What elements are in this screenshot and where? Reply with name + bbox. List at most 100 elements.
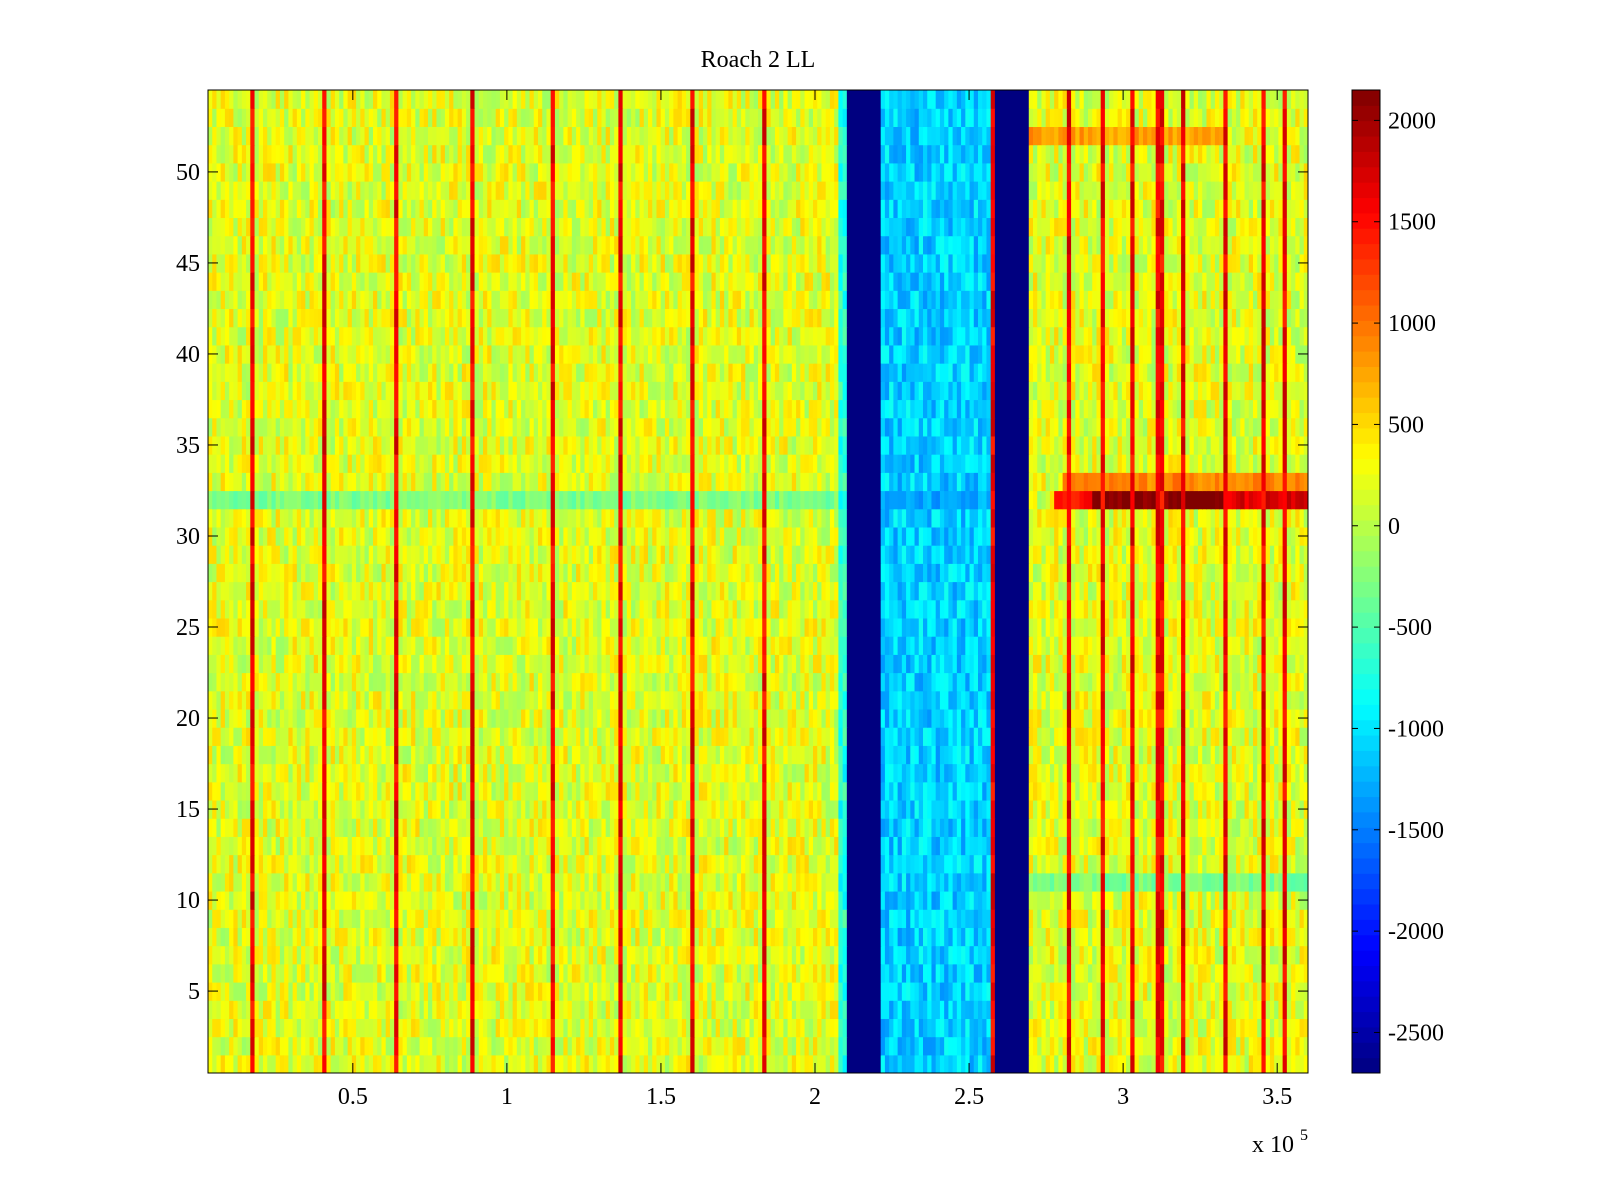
heatmap-cell xyxy=(787,763,793,783)
heatmap-cell xyxy=(597,872,603,892)
heatmap-cell xyxy=(542,854,548,874)
heatmap-cell xyxy=(821,872,827,892)
heatmap-cell xyxy=(1214,818,1220,837)
heatmap-cell xyxy=(212,727,218,746)
heatmap-cell xyxy=(986,963,992,983)
heatmap-cell xyxy=(1189,781,1195,801)
heatmap-cell xyxy=(884,1036,890,1056)
heatmap-cell xyxy=(385,799,391,819)
heatmap-cell xyxy=(220,981,226,1001)
heatmap-cell xyxy=(918,781,924,801)
heatmap-cell xyxy=(360,909,366,928)
heatmap-cell xyxy=(990,727,996,746)
heatmap-cell xyxy=(804,909,810,928)
heatmap-cell xyxy=(495,727,501,746)
heatmap-cell xyxy=(1020,818,1026,837)
heatmap-cell xyxy=(829,963,835,983)
heatmap-cell xyxy=(1100,963,1106,983)
heatmap-cell xyxy=(1291,727,1296,746)
heatmap-cell xyxy=(389,745,395,765)
heatmap-cell xyxy=(571,945,577,965)
heatmap-cell xyxy=(736,909,742,928)
heatmap-cell xyxy=(686,781,691,801)
heatmap-cell xyxy=(364,872,370,892)
heatmap-cell xyxy=(478,1000,484,1019)
heatmap-cell xyxy=(931,1000,937,1019)
heatmap-cell xyxy=(411,963,416,983)
heatmap-cell xyxy=(1045,1000,1051,1019)
heatmap-cell xyxy=(326,1036,332,1056)
heatmap-cell xyxy=(351,745,357,765)
heatmap-cell xyxy=(584,981,590,1001)
heatmap-cell xyxy=(1282,890,1288,910)
heatmap-cell xyxy=(774,1000,780,1019)
heatmap-cell xyxy=(415,927,421,947)
heatmap-cell xyxy=(884,945,890,965)
heatmap-cell xyxy=(635,854,641,874)
heatmap-cell xyxy=(483,1018,488,1038)
heatmap-cell xyxy=(1286,872,1292,892)
heatmap-cell xyxy=(1181,1054,1186,1073)
heatmap-cell xyxy=(554,1018,560,1038)
heatmap-cell xyxy=(284,909,289,928)
heatmap-cell xyxy=(1164,981,1169,1001)
heatmap-cell xyxy=(1257,963,1263,983)
heatmap-cell xyxy=(910,945,916,965)
heatmap-cell xyxy=(305,745,311,765)
heatmap-cell xyxy=(728,745,734,765)
heatmap-cell xyxy=(648,909,653,928)
heatmap-cell xyxy=(719,745,725,765)
heatmap-cell xyxy=(931,927,937,947)
heatmap-cell xyxy=(1117,927,1123,947)
heatmap-cell xyxy=(918,1054,924,1073)
heatmap-cell xyxy=(931,981,937,1001)
heatmap-cell xyxy=(1303,1036,1308,1056)
heatmap-cell xyxy=(1299,963,1305,983)
heatmap-cell xyxy=(1210,836,1216,856)
heatmap-cell xyxy=(787,872,793,892)
heatmap-cell xyxy=(1117,963,1123,983)
heatmap-cell xyxy=(821,799,827,819)
heatmap-cell xyxy=(889,836,894,856)
heatmap-cell xyxy=(237,708,243,728)
heatmap-cell xyxy=(1079,745,1085,765)
heatmap-cell xyxy=(1269,854,1275,874)
heatmap-cell xyxy=(715,1000,721,1019)
heatmap-cell xyxy=(1164,963,1169,983)
heatmap-cell xyxy=(880,1036,886,1056)
heatmap-cell xyxy=(1299,745,1305,765)
heatmap-cell xyxy=(1003,781,1009,801)
heatmap-cell xyxy=(745,963,751,983)
heatmap-cell xyxy=(999,781,1004,801)
heatmap-cell xyxy=(1071,981,1076,1001)
heatmap-cell xyxy=(241,745,247,765)
heatmap-cell xyxy=(377,708,383,728)
heatmap-cell xyxy=(749,1018,755,1038)
heatmap-cell xyxy=(656,1000,662,1019)
heatmap-cell xyxy=(1083,763,1089,783)
heatmap-cell xyxy=(271,799,277,819)
heatmap-cell xyxy=(258,745,264,765)
heatmap-cell xyxy=(330,727,336,746)
heatmap-cell xyxy=(1088,890,1093,910)
heatmap-cell xyxy=(428,799,433,819)
heatmap-cell xyxy=(1261,1054,1267,1073)
heatmap-cell xyxy=(605,872,611,892)
heatmap-cell xyxy=(990,854,996,874)
heatmap-cell xyxy=(284,781,289,801)
heatmap-cell xyxy=(906,909,911,928)
heatmap-cell xyxy=(1185,745,1191,765)
heatmap-cell xyxy=(1083,854,1089,874)
heatmap-cell xyxy=(398,1018,404,1038)
heatmap-cell xyxy=(508,909,514,928)
heatmap-cell xyxy=(829,745,835,765)
heatmap-cell xyxy=(804,963,810,983)
heatmap-cell xyxy=(1028,854,1034,874)
heatmap-cell xyxy=(753,872,759,892)
heatmap-cell xyxy=(1066,1018,1072,1038)
heatmap-cell xyxy=(1236,890,1241,910)
heatmap-cell xyxy=(876,945,882,965)
heatmap-cell xyxy=(216,781,222,801)
heatmap-cell xyxy=(973,1018,979,1038)
heatmap-cell xyxy=(1227,1000,1233,1019)
